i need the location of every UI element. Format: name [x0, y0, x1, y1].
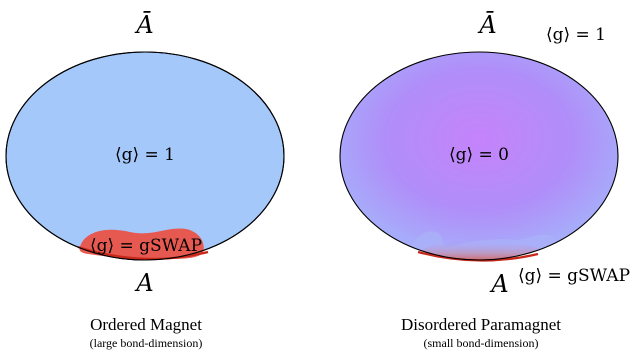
ordered-swap-domain	[79, 228, 204, 260]
left-caption: Ordered Magnet (large bond-dimension)	[26, 314, 266, 351]
right-caption-title: Disordered Paramagnet	[400, 315, 562, 334]
right-corner-label: ⟨g⟩ = 1	[546, 25, 606, 45]
left-caption-sub: (large bond-dimension)	[89, 336, 203, 350]
left-bottom-label: A	[134, 269, 153, 297]
right-caption: Disordered Paramagnet (small bond-dimens…	[361, 314, 601, 351]
para-region-outline	[339, 51, 619, 261]
right-top-label: Ā	[477, 11, 496, 39]
right-edge-label: ⟨g⟩ = gSWAP	[518, 266, 630, 286]
right-bottom-label: A	[489, 270, 508, 298]
right-caption-sub: (small bond-dimension)	[423, 336, 539, 350]
left-top-label: Ā	[134, 11, 153, 39]
para-region-ellipse	[340, 52, 618, 260]
left-edge-label: ⟨g⟩ = gSWAP	[90, 236, 202, 256]
ordered-magnet-panel	[5, 51, 285, 261]
ordered-boundary-arc	[77, 245, 209, 261]
left-center-label: ⟨g⟩ = 1	[115, 145, 175, 165]
left-caption-title: Ordered Magnet	[90, 315, 202, 334]
paramagnet-panel	[339, 51, 619, 262]
right-center-label: ⟨g⟩ = 0	[449, 145, 509, 165]
